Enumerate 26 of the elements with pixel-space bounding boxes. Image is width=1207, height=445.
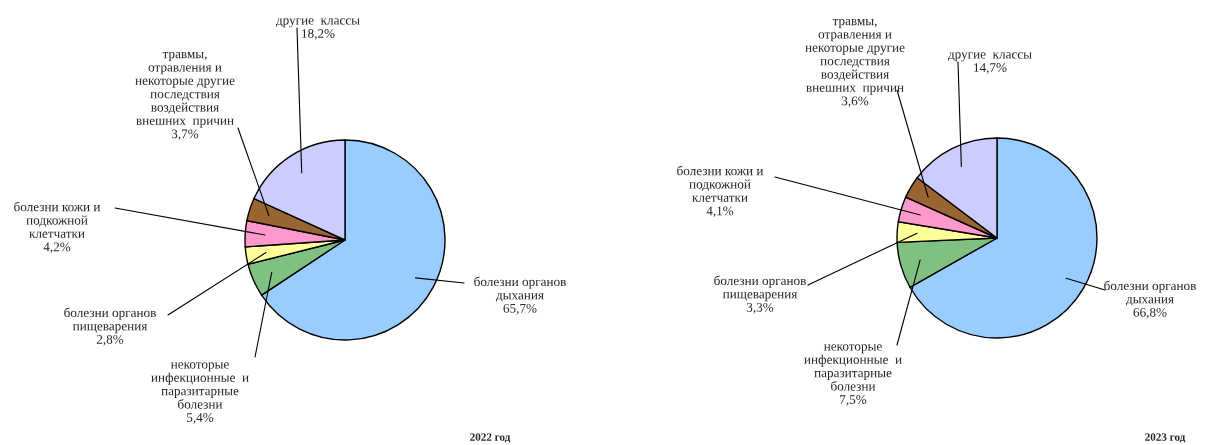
slice-label: другие классы bbox=[947, 52, 1032, 62]
slice-label: болезни органов пищеварения bbox=[64, 307, 156, 334]
data-label: 66,8% bbox=[1133, 307, 1167, 319]
slice-label: некоторые инфекционные и паразитарные болезни bbox=[151, 362, 249, 409]
slice-label: травмы, отравления и некоторые другие последствия воздействия внешних причин bbox=[805, 18, 905, 95]
data-label: 5,4% bbox=[187, 413, 214, 424]
slice-label: травмы, отравления и некоторые другие последствия воздействия внешних причин bbox=[135, 51, 235, 128]
slice-label: болезни кожи и подкожной клетчатки bbox=[677, 165, 764, 202]
data-label: 65,7% bbox=[503, 303, 537, 315]
data-label: 3,6% bbox=[841, 96, 869, 108]
slice-label: некоторые инфекционные и паразитарные болезни bbox=[804, 344, 902, 391]
text: 2022 год bbox=[470, 433, 511, 443]
slice-label: болезни органов дыхания bbox=[474, 276, 566, 302]
slice-label: болезни органов пищеварения bbox=[714, 275, 806, 302]
data-label: 4,1% bbox=[706, 206, 734, 218]
data-label: 3,3% bbox=[746, 302, 774, 314]
slice-label: болезни кожи и подкожной клетчатки bbox=[14, 201, 101, 238]
slice-label: болезни органов дыхания bbox=[1104, 280, 1196, 306]
data-label: 18,2% bbox=[302, 29, 335, 40]
data-label: 3,7% bbox=[171, 129, 199, 141]
data-label: 2,8% bbox=[96, 334, 124, 346]
text: 2023 год bbox=[1145, 433, 1186, 443]
data-label: 4,2% bbox=[43, 242, 71, 254]
slice-label: другие классы bbox=[275, 18, 360, 28]
data-label: 7,5% bbox=[840, 395, 867, 406]
data-label: 14,7% bbox=[974, 63, 1007, 74]
